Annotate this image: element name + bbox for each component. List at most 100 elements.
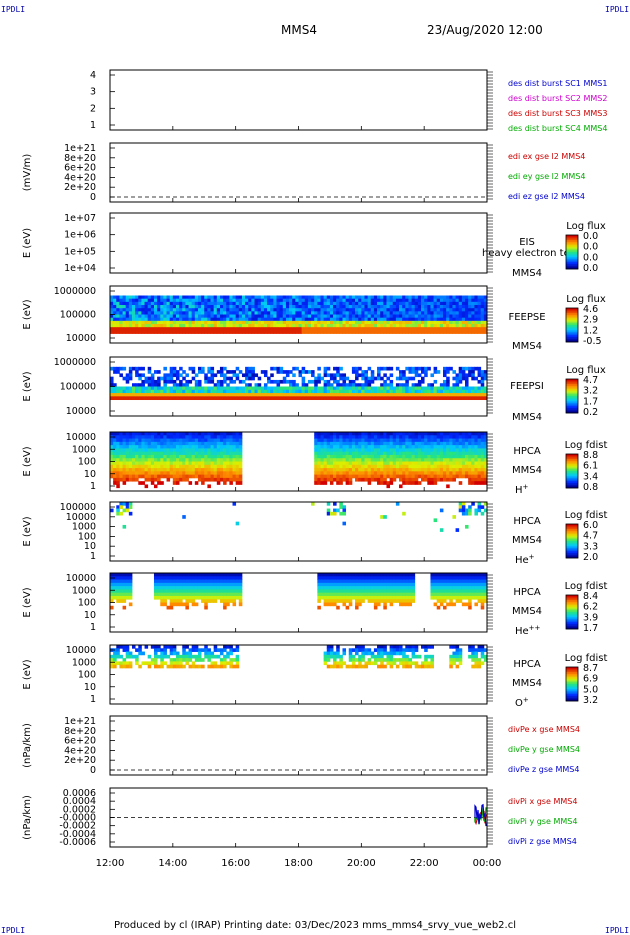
spectrogram-cell bbox=[465, 321, 469, 325]
spectrogram-cell bbox=[443, 442, 447, 446]
spectrogram-cell bbox=[333, 465, 337, 469]
spectrogram-cell bbox=[418, 393, 422, 397]
spectrogram-cell bbox=[211, 321, 215, 325]
spectrogram-cell bbox=[327, 315, 331, 319]
spectrogram-cell bbox=[157, 475, 161, 479]
spectrogram-cell bbox=[380, 396, 384, 400]
spectrogram-cell bbox=[402, 442, 406, 446]
spectrogram-cell bbox=[440, 435, 444, 439]
spectrogram-cell bbox=[446, 452, 450, 456]
spectrogram-cell bbox=[173, 475, 177, 479]
spectrogram-cell bbox=[138, 373, 142, 377]
spectrogram-cell bbox=[179, 308, 183, 312]
spectrogram-cell bbox=[126, 380, 130, 384]
spectrogram-cell bbox=[342, 377, 346, 381]
spectrogram-cell bbox=[405, 305, 409, 309]
spectrogram-cell bbox=[123, 576, 127, 580]
spectrogram-cell bbox=[374, 471, 378, 475]
spectrogram-cell bbox=[116, 432, 120, 436]
spectrogram-cell bbox=[189, 327, 193, 331]
spectrogram-cell bbox=[434, 458, 438, 462]
spectrogram-cell bbox=[273, 330, 277, 334]
spectrogram-cell bbox=[204, 380, 208, 384]
spectrogram-cell bbox=[236, 308, 240, 312]
spectrogram-cell bbox=[355, 580, 359, 584]
spectrogram-cell bbox=[320, 377, 324, 381]
spectrogram-cell bbox=[204, 318, 208, 322]
spectrogram-cell bbox=[437, 475, 441, 479]
spectrogram-cell bbox=[452, 377, 456, 381]
spectrogram-cell bbox=[204, 296, 208, 300]
spectrogram-cell bbox=[352, 455, 356, 459]
spectrogram-cell bbox=[145, 435, 149, 439]
spectrogram-cell bbox=[176, 435, 180, 439]
spectrogram-cell bbox=[217, 370, 221, 374]
spectrogram-cell bbox=[412, 442, 416, 446]
spacecraft-label: MMS4 bbox=[512, 268, 542, 279]
spectrogram-cell bbox=[383, 576, 387, 580]
spectrogram-cell bbox=[157, 305, 161, 309]
spectrogram-cell bbox=[342, 330, 346, 334]
spectrogram-cell bbox=[214, 468, 218, 472]
spectrogram-cell bbox=[123, 599, 127, 603]
spectrogram-cell bbox=[327, 448, 331, 452]
spectrogram-cell bbox=[135, 330, 139, 334]
spectrogram-cell bbox=[167, 465, 171, 469]
spectrogram-cell bbox=[113, 481, 117, 485]
spectrogram-cell bbox=[352, 465, 356, 469]
spectrogram-cell bbox=[308, 387, 312, 391]
spectrogram-cell bbox=[368, 596, 372, 600]
spectrogram-cell bbox=[405, 321, 409, 325]
spectrogram-cell bbox=[123, 606, 127, 610]
spectrogram-cell bbox=[226, 435, 230, 439]
spectrogram-cell bbox=[292, 387, 296, 391]
spectrogram-cell bbox=[437, 593, 441, 597]
colorbar-tick-label: -0.5 bbox=[583, 336, 602, 347]
spectrogram-cell bbox=[302, 318, 306, 322]
spectrogram-cell bbox=[358, 478, 362, 482]
spectrogram-cell bbox=[418, 471, 422, 475]
spectrogram-cell bbox=[393, 299, 397, 303]
spectrogram-cell bbox=[233, 455, 237, 459]
spectrogram-cell bbox=[330, 448, 334, 452]
spectrogram-cell bbox=[440, 324, 444, 328]
spectrogram-cell bbox=[201, 455, 205, 459]
spectrogram-cell bbox=[386, 465, 390, 469]
spectrogram-cell bbox=[377, 573, 381, 577]
spectrogram-cell bbox=[185, 589, 189, 593]
spectrogram-cell bbox=[336, 452, 340, 456]
spectrogram-cell bbox=[374, 318, 378, 322]
spectrogram-cell bbox=[248, 396, 252, 400]
spectrogram-cell bbox=[123, 448, 127, 452]
spectrogram-cell bbox=[311, 308, 315, 312]
spectrogram-cell bbox=[333, 573, 337, 577]
spectrogram-cell bbox=[182, 603, 186, 607]
spectrogram-cell bbox=[346, 383, 350, 387]
spectrogram-cell bbox=[126, 377, 130, 381]
spectrogram-cell bbox=[358, 302, 362, 306]
spectrogram-cell bbox=[408, 390, 412, 394]
spectrogram-cell bbox=[358, 311, 362, 315]
spectrogram-cell bbox=[471, 452, 475, 456]
spectrogram-cell bbox=[110, 593, 114, 597]
spectrogram-cell bbox=[141, 302, 145, 306]
spectrogram-cell bbox=[198, 327, 202, 331]
spectrogram-cell bbox=[327, 390, 331, 394]
spectrogram-cell bbox=[170, 432, 174, 436]
spectrogram-cell bbox=[339, 455, 343, 459]
spectrogram-cell bbox=[308, 305, 312, 309]
spectrogram-cell bbox=[471, 435, 475, 439]
spectrogram-cell bbox=[478, 475, 482, 479]
spectrogram-cell bbox=[126, 302, 130, 306]
spectrogram-cell bbox=[138, 383, 142, 387]
spectrogram-cell bbox=[217, 448, 221, 452]
spectrogram-cell bbox=[233, 299, 237, 303]
spectrogram-cell bbox=[383, 445, 387, 449]
spectrogram-cell bbox=[443, 586, 447, 590]
spectrogram-cell bbox=[352, 471, 356, 475]
spectrogram-cell bbox=[163, 311, 167, 315]
spectrogram-cell bbox=[233, 435, 237, 439]
spectrogram-cell bbox=[116, 509, 120, 513]
spectrogram-cell bbox=[399, 455, 403, 459]
spectrogram-cell bbox=[211, 452, 215, 456]
